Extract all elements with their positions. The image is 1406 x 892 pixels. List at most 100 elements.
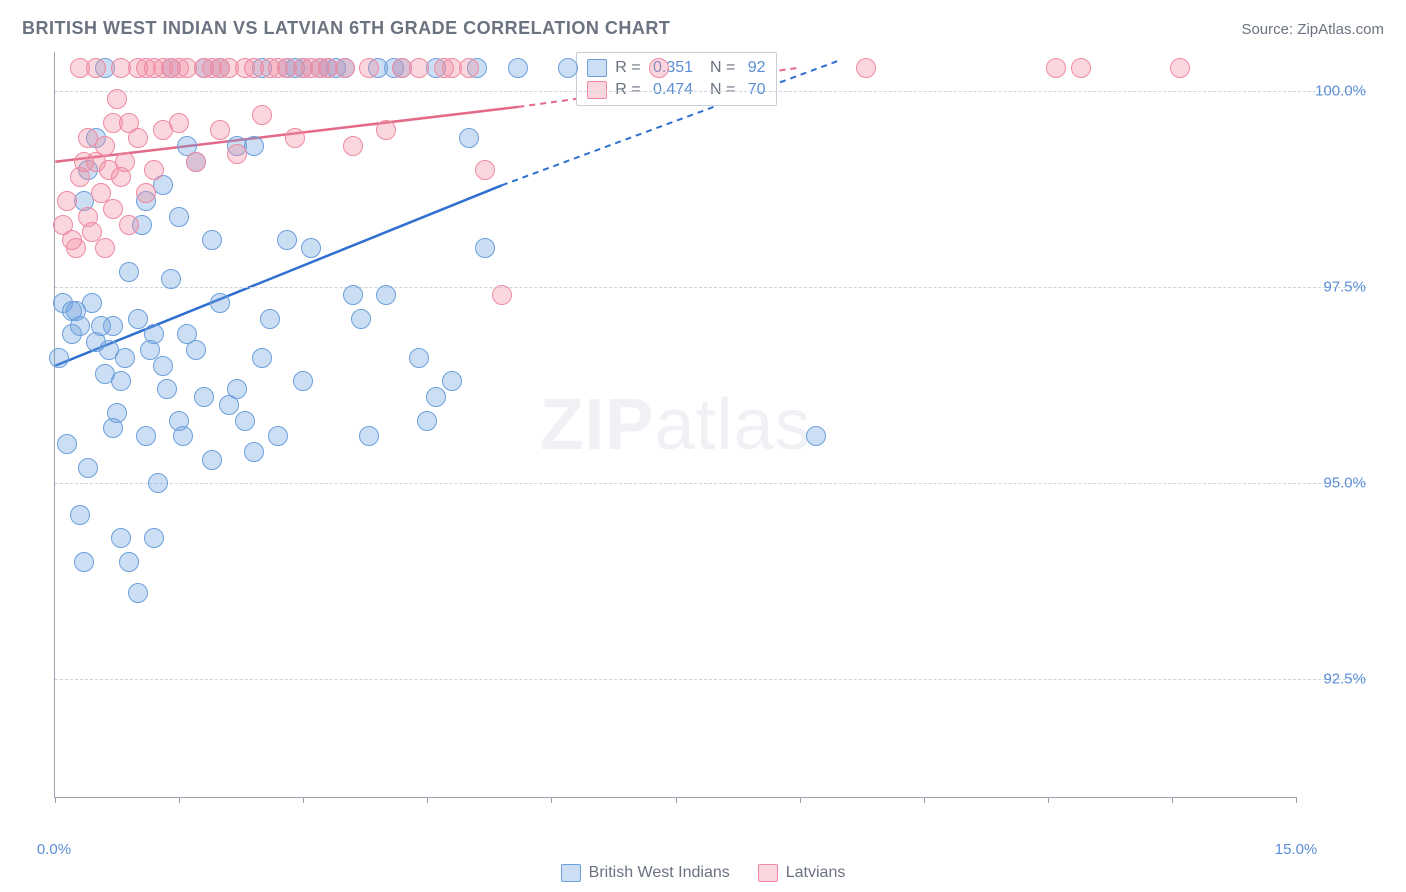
- y-axis-label: 6th Grade: [0, 404, 3, 471]
- data-point: [442, 371, 462, 391]
- data-point: [268, 426, 288, 446]
- x-tick-label: 0.0%: [37, 841, 71, 858]
- data-point: [359, 58, 379, 78]
- data-point: [459, 58, 479, 78]
- data-point: [260, 309, 280, 329]
- x-tick: [551, 797, 552, 803]
- data-point: [115, 152, 135, 172]
- data-point: [119, 262, 139, 282]
- data-point: [293, 371, 313, 391]
- data-point: [335, 58, 355, 78]
- data-point: [144, 160, 164, 180]
- x-tick: [303, 797, 304, 803]
- data-point: [475, 238, 495, 258]
- x-tick: [1296, 797, 1297, 803]
- data-point: [107, 403, 127, 423]
- data-point: [169, 113, 189, 133]
- data-point: [227, 144, 247, 164]
- data-point: [277, 230, 297, 250]
- data-point: [409, 58, 429, 78]
- data-point: [252, 348, 272, 368]
- data-point: [417, 411, 437, 431]
- plot-area: ZIPatlas R = 0.351 N = 92R = 0.474 N = 7…: [54, 52, 1296, 798]
- legend-swatch: [587, 81, 607, 99]
- data-point: [144, 324, 164, 344]
- data-point: [144, 528, 164, 548]
- data-point: [649, 58, 669, 78]
- data-point: [351, 309, 371, 329]
- data-point: [1071, 58, 1091, 78]
- data-point: [285, 128, 305, 148]
- gridline-h: [55, 287, 1366, 288]
- data-point: [148, 473, 168, 493]
- data-point: [492, 285, 512, 305]
- data-point: [376, 120, 396, 140]
- x-tick-label: 15.0%: [1275, 841, 1318, 858]
- data-point: [227, 379, 247, 399]
- data-point: [153, 356, 173, 376]
- data-point: [359, 426, 379, 446]
- data-point: [426, 387, 446, 407]
- data-point: [103, 316, 123, 336]
- data-point: [508, 58, 528, 78]
- data-point: [1170, 58, 1190, 78]
- data-point: [856, 58, 876, 78]
- data-point: [136, 426, 156, 446]
- data-point: [95, 136, 115, 156]
- y-tick-label: 97.5%: [1302, 279, 1366, 296]
- data-point: [558, 58, 578, 78]
- y-tick-label: 95.0%: [1302, 475, 1366, 492]
- data-point: [49, 348, 69, 368]
- data-point: [173, 426, 193, 446]
- legend-stat-row: R = 0.351 N = 92: [587, 57, 765, 79]
- x-tick: [924, 797, 925, 803]
- n-label: N =: [701, 59, 735, 77]
- data-point: [161, 269, 181, 289]
- data-point: [111, 371, 131, 391]
- data-point: [107, 89, 127, 109]
- legend-swatch: [758, 864, 778, 882]
- data-point: [169, 207, 189, 227]
- n-value: 70: [743, 81, 765, 99]
- gridline-h: [55, 91, 1366, 92]
- data-point: [78, 458, 98, 478]
- x-tick: [1172, 797, 1173, 803]
- legend-series-name: British West Indians: [589, 864, 730, 882]
- data-point: [95, 238, 115, 258]
- source-label: Source: ZipAtlas.com: [1241, 21, 1384, 38]
- data-point: [128, 309, 148, 329]
- data-point: [103, 199, 123, 219]
- chart-container: 6th Grade ZIPatlas R = 0.351 N = 92R = 0…: [22, 52, 1366, 822]
- data-point: [235, 411, 255, 431]
- data-point: [186, 152, 206, 172]
- data-point: [194, 387, 214, 407]
- data-point: [157, 379, 177, 399]
- gridline-h: [55, 483, 1366, 484]
- data-point: [128, 583, 148, 603]
- series-legend: British West Indians Latvians: [0, 864, 1406, 882]
- legend-series-name: Latvians: [786, 864, 846, 882]
- n-value: 92: [743, 59, 765, 77]
- data-point: [210, 293, 230, 313]
- data-point: [475, 160, 495, 180]
- data-point: [57, 434, 77, 454]
- data-point: [376, 285, 396, 305]
- data-point: [74, 552, 94, 572]
- data-point: [210, 120, 230, 140]
- data-point: [343, 285, 363, 305]
- data-point: [202, 230, 222, 250]
- legend-swatch: [561, 864, 581, 882]
- legend-swatch: [587, 59, 607, 77]
- chart-title: BRITISH WEST INDIAN VS LATVIAN 6TH GRADE…: [22, 18, 670, 39]
- legend-item: British West Indians: [561, 864, 730, 882]
- data-point: [202, 450, 222, 470]
- data-point: [86, 58, 106, 78]
- y-tick-label: 100.0%: [1302, 83, 1366, 100]
- data-point: [343, 136, 363, 156]
- data-point: [136, 183, 156, 203]
- data-point: [1046, 58, 1066, 78]
- n-label: N =: [701, 81, 735, 99]
- data-point: [186, 340, 206, 360]
- data-point: [82, 293, 102, 313]
- data-point: [66, 238, 86, 258]
